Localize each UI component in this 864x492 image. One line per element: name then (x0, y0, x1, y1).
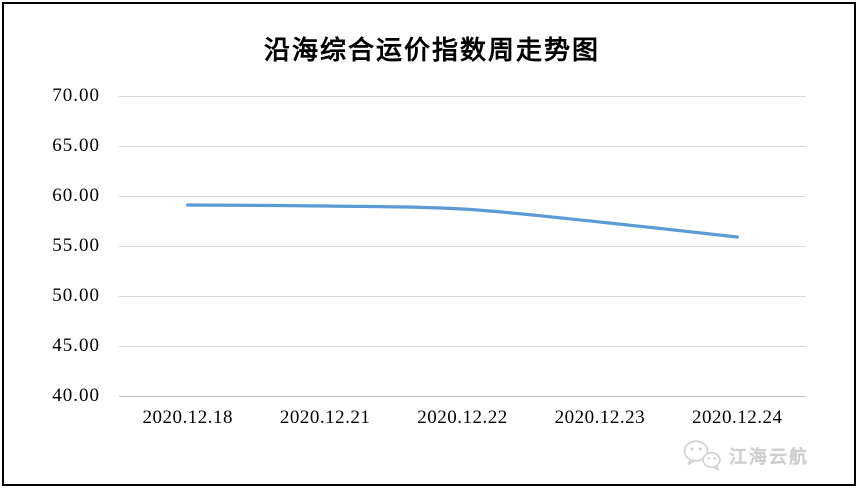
gridline (119, 146, 806, 147)
x-axis-tick-label: 2020.12.21 (279, 407, 371, 428)
x-axis-tick-label: 2020.12.22 (417, 407, 508, 428)
y-axis-tick-label: 65.00 (52, 135, 100, 156)
y-axis-tick-label: 55.00 (52, 235, 100, 256)
gridline (119, 246, 806, 247)
wechat-icon (683, 440, 721, 471)
x-axis-tick-label: 2020.12.18 (142, 407, 233, 428)
y-axis-tick-label: 50.00 (52, 285, 100, 306)
x-axis-tick-label: 2020.12.24 (692, 407, 783, 428)
y-axis-tick-label: 60.00 (52, 185, 100, 206)
gridline (119, 346, 806, 347)
gridline (119, 296, 806, 297)
y-axis-tick-label: 45.00 (52, 335, 100, 356)
watermark-text: 江海云航 (729, 447, 809, 467)
gridline (119, 96, 806, 97)
y-axis-tick-label: 40.00 (52, 385, 100, 406)
watermark: 江海云航 (682, 438, 809, 474)
x-axis-line (119, 396, 806, 397)
gridline (119, 196, 806, 197)
x-axis-tick-label: 2020.12.23 (554, 407, 646, 428)
chart-title: 沿海综合运价指数周走势图 (263, 36, 600, 65)
image-border-frame (2, 2, 856, 486)
y-axis-tick-label: 70.00 (52, 85, 100, 106)
